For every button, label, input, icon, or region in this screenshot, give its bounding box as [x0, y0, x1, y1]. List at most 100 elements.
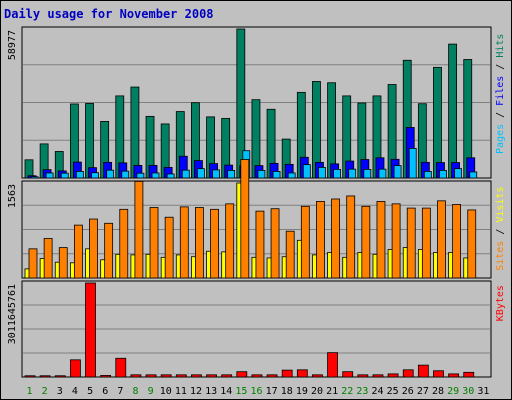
bar-sites-day-15: [240, 159, 250, 279]
bar-pages-day-28: [439, 170, 447, 179]
x-tick-label: 10: [160, 386, 172, 397]
x-tick-label: 13: [205, 386, 217, 397]
bar-sites-day-18: [285, 230, 295, 279]
legend-entry: /: [495, 223, 506, 241]
bar-sites-day-23: [361, 205, 371, 279]
bar-pages-day-20: [318, 166, 326, 179]
bar-kbytes-day-2: [39, 375, 51, 378]
y-max-label: 1563: [7, 184, 18, 208]
bar-kbytes-day-12: [191, 374, 202, 378]
x-tick-label: 9: [148, 386, 154, 397]
bar-kbytes-day-18: [281, 369, 293, 378]
bar-kbytes-day-30: [463, 371, 475, 378]
bar-kbytes-day-15: [236, 371, 248, 378]
bar-pages-day-9: [151, 172, 160, 179]
x-tick-label: 31: [477, 386, 489, 397]
bar-sites-day-20: [316, 201, 325, 279]
bar-pages-day-24: [378, 168, 387, 179]
x-tick-label: 19: [296, 386, 308, 397]
bar-sites-day-27: [421, 207, 431, 279]
bar-pages-day-27: [423, 171, 432, 179]
legend-entry: Files: [495, 76, 506, 106]
bar-sites-day-13: [210, 208, 219, 279]
bar-sites-day-26: [406, 207, 416, 279]
bar-pages-day-12: [197, 168, 205, 179]
bar-pages-day-29: [454, 168, 463, 179]
bar-pages-day-25: [393, 165, 402, 179]
bar-sites-day-5: [89, 218, 98, 279]
bar-kbytes-day-7: [115, 357, 127, 378]
bar-kbytes-day-4: [69, 359, 81, 378]
bar-sites-day-8: [134, 180, 144, 279]
x-tick-label: 5: [87, 386, 93, 397]
x-tick-label: 14: [220, 386, 232, 397]
bar-hits-day-1: [24, 159, 34, 179]
bar-kbytes-day-17: [266, 374, 278, 378]
x-tick-label: 8: [132, 386, 138, 397]
bar-pages-day-26: [408, 148, 417, 179]
bar-hits-day-28: [433, 66, 442, 179]
bar-sites-day-28: [437, 200, 446, 279]
bar-hits-day-29: [448, 43, 458, 179]
y-max-label: 58977: [7, 30, 18, 60]
bar-pages-day-13: [212, 169, 220, 179]
bar-pages-day-22: [348, 168, 357, 179]
bar-kbytes-day-13: [206, 374, 217, 378]
bar-pages-day-5: [91, 172, 99, 179]
bar-kbytes-day-29: [448, 373, 460, 378]
bar-sites-day-9: [149, 207, 159, 279]
x-tick-label: 1: [27, 386, 33, 397]
legend-entry: Hits: [495, 34, 506, 58]
legend-entry: Visits: [495, 187, 506, 223]
bar-pages-day-18: [287, 172, 296, 179]
x-tick-label: 26: [402, 386, 414, 397]
bar-hits-day-5: [85, 103, 94, 179]
x-tick-label: 12: [190, 386, 202, 397]
bar-pages-day-7: [121, 170, 130, 179]
bar-sites-day-22: [346, 195, 356, 279]
x-tick-label: 27: [417, 386, 429, 397]
bar-sites-day-4: [73, 224, 83, 279]
bar-kbytes-day-25: [387, 373, 399, 378]
legend-entry: /: [495, 106, 506, 124]
legend-hits-files-pages: Pages / Files / Hits: [495, 34, 506, 154]
bar-sites-day-16: [255, 210, 265, 279]
bar-pages-day-11: [181, 169, 190, 179]
bar-pages-day-1: [30, 176, 39, 179]
bar-sites-day-12: [195, 207, 204, 279]
bar-sites-day-24: [376, 201, 386, 279]
bar-kbytes-day-6: [100, 375, 112, 378]
bar-kbytes-day-28: [433, 370, 444, 378]
x-tick-label: 21: [326, 386, 338, 397]
bar-kbytes-day-20: [312, 374, 323, 378]
bar-kbytes-day-26: [402, 369, 414, 378]
bar-kbytes-day-9: [145, 374, 157, 378]
bar-kbytes-day-11: [175, 374, 187, 378]
bar-pages-day-16: [257, 170, 266, 179]
bar-sites-day-11: [179, 206, 189, 279]
x-tick-label: 7: [117, 386, 123, 397]
bar-kbytes-day-10: [160, 374, 172, 378]
bar-sites-day-7: [119, 208, 129, 279]
x-tick-label: 11: [175, 386, 187, 397]
x-tick-label: 17: [266, 386, 278, 397]
bar-pages-day-8: [136, 172, 145, 179]
x-tick-label: 22: [341, 386, 353, 397]
legend-entry: Pages: [495, 124, 506, 154]
x-tick-label: 4: [72, 386, 78, 397]
x-tick-label: 20: [311, 386, 323, 397]
bar-sites-day-14: [225, 203, 235, 279]
bar-sites-day-19: [300, 205, 310, 279]
bar-kbytes-day-19: [296, 369, 308, 378]
legend-kbytes: KBytes: [495, 285, 506, 321]
y-max-label: 3011645761: [7, 284, 18, 344]
x-tick-label: 29: [447, 386, 459, 397]
bar-sites-day-6: [104, 222, 114, 279]
bar-sites-day-2: [43, 238, 53, 279]
bar-sites-day-29: [452, 204, 462, 279]
bar-kbytes-day-24: [372, 374, 384, 378]
x-tick-label: 6: [102, 386, 108, 397]
bar-sites-day-21: [331, 198, 340, 279]
bar-pages-day-3: [60, 172, 69, 179]
